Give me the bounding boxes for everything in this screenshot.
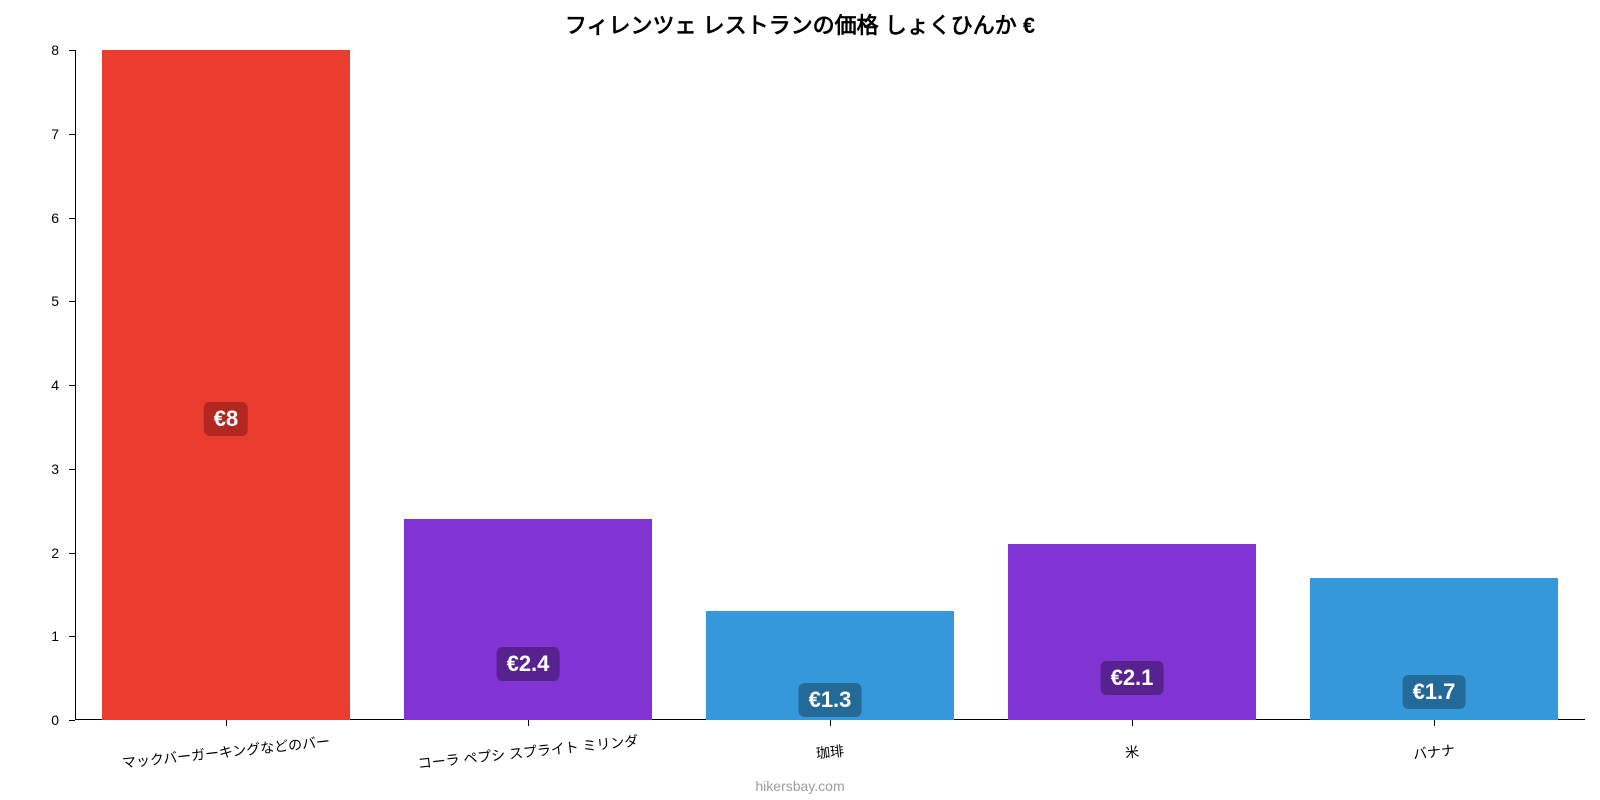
y-tick-mark: [69, 469, 75, 470]
x-tick-label: バナナ: [1412, 740, 1456, 764]
y-tick-label: 8: [19, 42, 59, 58]
x-tick-mark: [528, 720, 529, 726]
x-tick-label: マックバーガーキングなどのバー: [121, 731, 331, 773]
y-axis-line: [75, 50, 76, 720]
y-tick-label: 6: [19, 210, 59, 226]
bar-value-label: €2.4: [497, 647, 560, 681]
bar-value-label: €1.3: [799, 683, 862, 717]
y-tick-mark: [69, 720, 75, 721]
bar-value-label: €1.7: [1403, 675, 1466, 709]
x-tick-label: 米: [1124, 741, 1140, 762]
y-tick-label: 5: [19, 293, 59, 309]
y-tick-label: 0: [19, 712, 59, 728]
y-tick-label: 2: [19, 545, 59, 561]
bar: [404, 519, 652, 720]
plot-area: 012345678€8マックバーガーキングなどのバー€2.4コーラ ペプシ スプ…: [75, 50, 1585, 720]
y-tick-mark: [69, 301, 75, 302]
x-tick-mark: [226, 720, 227, 726]
bar-value-label: €8: [204, 402, 248, 436]
y-tick-label: 1: [19, 628, 59, 644]
y-tick-label: 7: [19, 126, 59, 142]
x-tick-mark: [830, 720, 831, 726]
watermark: hikersbay.com: [755, 778, 844, 794]
price-bar-chart: フィレンツェ レストランの価格 しょくひんか € 012345678€8マックバ…: [0, 0, 1600, 800]
y-tick-mark: [69, 50, 75, 51]
x-tick-mark: [1132, 720, 1133, 726]
y-tick-mark: [69, 218, 75, 219]
x-tick-mark: [1434, 720, 1435, 726]
x-tick-label: 珈琲: [815, 741, 845, 764]
chart-title: フィレンツェ レストランの価格 しょくひんか €: [0, 8, 1600, 40]
y-tick-mark: [69, 385, 75, 386]
y-tick-mark: [69, 636, 75, 637]
y-tick-mark: [69, 553, 75, 554]
y-tick-label: 3: [19, 461, 59, 477]
x-tick-label: コーラ ペプシ スプライト ミリンダ: [417, 730, 640, 773]
y-tick-mark: [69, 134, 75, 135]
y-tick-label: 4: [19, 377, 59, 393]
bar: [102, 50, 350, 720]
bar-value-label: €2.1: [1101, 661, 1164, 695]
